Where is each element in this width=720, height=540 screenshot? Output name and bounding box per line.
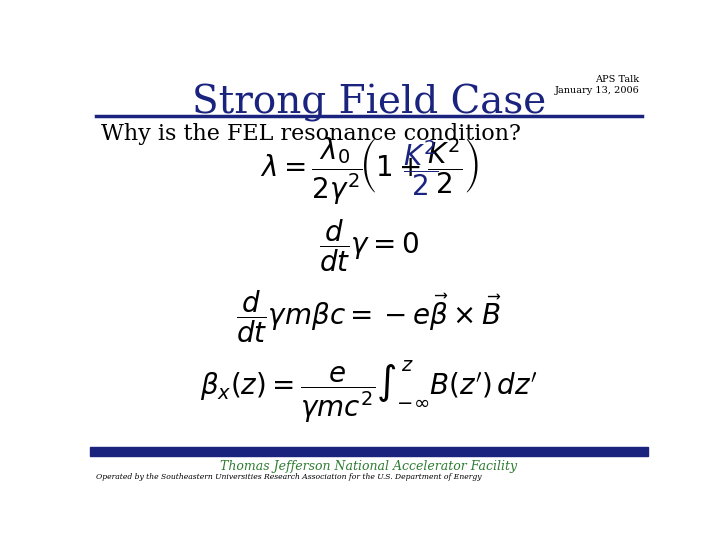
- Text: $\beta_{x}(z) = \dfrac{e}{\gamma mc^{2}}\int_{-\infty}^{z} B(z^{\prime})\,dz^{\p: $\beta_{x}(z) = \dfrac{e}{\gamma mc^{2}}…: [200, 357, 538, 424]
- Text: $\dfrac{d}{dt}\gamma = 0$: $\dfrac{d}{dt}\gamma = 0$: [319, 217, 419, 274]
- Text: Operated by the Southeastern Universities Research Association for the U.S. Depa: Operated by the Southeastern Universitie…: [96, 473, 481, 481]
- Text: $\lambda = \dfrac{\lambda_{0}}{2\gamma^{2}}\!\left(1+\dfrac{K^{2}}{2}\right)$: $\lambda = \dfrac{\lambda_{0}}{2\gamma^{…: [260, 135, 478, 206]
- Text: $\dfrac{d}{dt}\gamma m\beta c = -e\vec{\beta}\times\vec{B}$: $\dfrac{d}{dt}\gamma m\beta c = -e\vec{\…: [236, 288, 502, 345]
- Text: Why is the FEL resonance condition?: Why is the FEL resonance condition?: [101, 123, 521, 145]
- Bar: [90, 447, 648, 456]
- Text: $\dfrac{K^{2}}{2}$: $\dfrac{K^{2}}{2}$: [403, 138, 438, 198]
- Text: Strong Field Case: Strong Field Case: [192, 84, 546, 122]
- Text: Thomas Jefferson National Accelerator Facility: Thomas Jefferson National Accelerator Fa…: [220, 460, 518, 473]
- Text: APS Talk: APS Talk: [595, 75, 639, 84]
- Text: January 13, 2006: January 13, 2006: [555, 85, 639, 94]
